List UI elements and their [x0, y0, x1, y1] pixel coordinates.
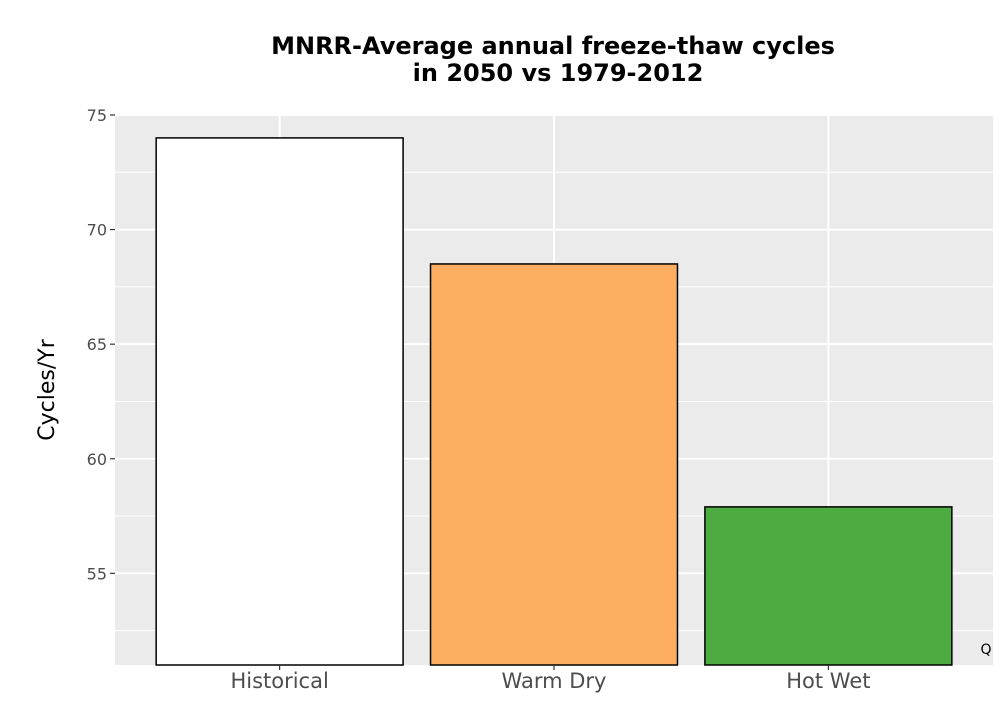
x-tick-label: Historical — [230, 669, 328, 693]
bar — [155, 137, 404, 666]
x-tick-label: Warm Dry — [502, 669, 607, 693]
y-tick-label: 55 — [87, 564, 107, 583]
bar — [704, 506, 953, 666]
chart-title-line-1: MNRR-Average annual freeze-thaw cycles — [271, 32, 835, 60]
x-tick-label: Hot Wet — [786, 669, 870, 693]
chart-title-line-2: in 2050 vs 1979-2012 — [413, 59, 704, 87]
y-tick-label: 65 — [87, 335, 107, 354]
corner-mark: Q — [980, 642, 991, 658]
y-tick-label: 75 — [87, 106, 107, 125]
x-axis-ticks: Historical Warm Dry Hot Wet — [230, 665, 871, 693]
y-tick-label: 60 — [87, 450, 107, 469]
y-axis-ticks: 55 60 65 70 75 — [87, 106, 115, 583]
bars-group — [155, 137, 953, 666]
y-axis-title: Cycles/Yr — [35, 338, 60, 440]
y-tick-label: 70 — [87, 221, 107, 240]
bar — [429, 263, 679, 666]
